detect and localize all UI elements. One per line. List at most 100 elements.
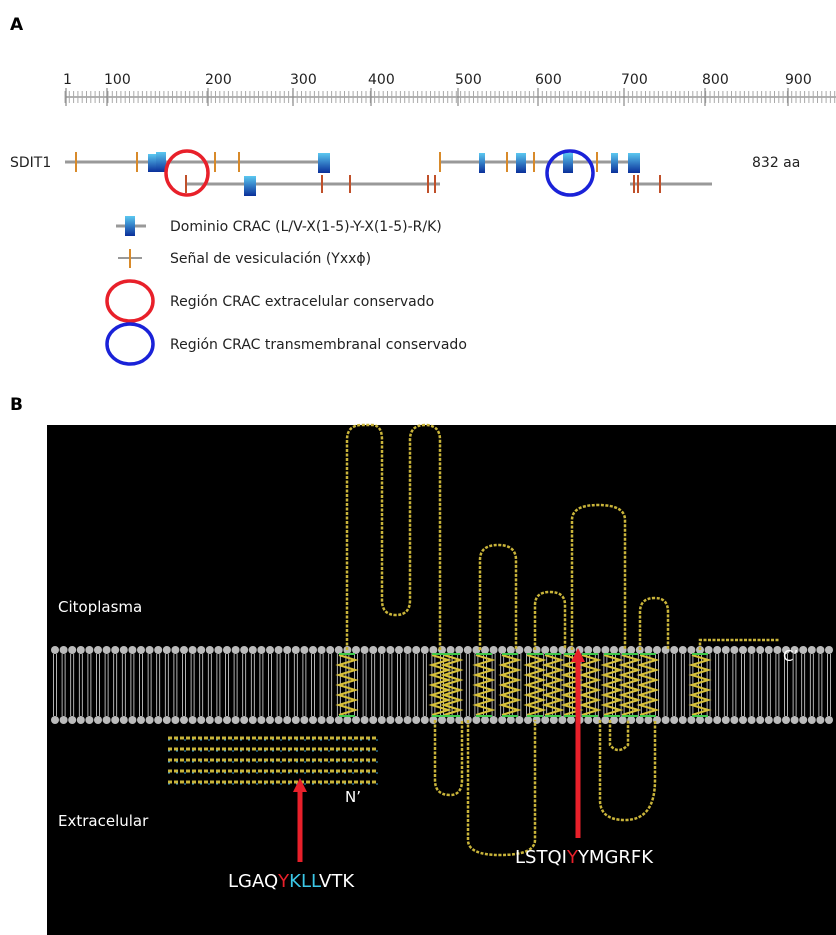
lipid-head bbox=[206, 646, 214, 654]
lipid-head bbox=[335, 716, 343, 724]
lipid-head bbox=[584, 716, 592, 724]
lipid-head bbox=[748, 646, 756, 654]
lipid-head bbox=[765, 716, 773, 724]
lipid-head bbox=[816, 716, 824, 724]
lipid-head bbox=[214, 646, 222, 654]
lipid-head bbox=[748, 716, 756, 724]
lipid-head bbox=[507, 646, 515, 654]
legend-label: Señal de vesiculación (Yxxϕ) bbox=[170, 251, 371, 267]
lipid-head bbox=[361, 646, 369, 654]
lipid-head bbox=[275, 646, 283, 654]
lipid-head bbox=[300, 716, 308, 724]
lipid-head bbox=[610, 646, 618, 654]
crac-domain bbox=[148, 154, 156, 172]
ruler-label: 200 bbox=[205, 72, 232, 88]
lipid-head bbox=[249, 646, 257, 654]
lipid-head bbox=[593, 646, 601, 654]
lipid-head bbox=[404, 716, 412, 724]
lipid-head bbox=[662, 716, 670, 724]
motif-sequence: LGAQYKLLVTK bbox=[228, 871, 355, 892]
motif-sequence: LSTQIYYMGRFK bbox=[515, 847, 654, 868]
lipid-head bbox=[507, 716, 515, 724]
lipid-head bbox=[326, 646, 334, 654]
extracellular-label: Extracelular bbox=[58, 812, 149, 830]
lipid-head bbox=[386, 646, 394, 654]
lipid-head bbox=[335, 646, 343, 654]
lipid-head bbox=[472, 716, 480, 724]
lipid-head bbox=[240, 716, 248, 724]
lipid-head bbox=[352, 646, 360, 654]
lipid-head bbox=[60, 646, 68, 654]
crac-domain bbox=[563, 153, 573, 173]
lipid-head bbox=[550, 646, 558, 654]
legend-icon bbox=[125, 216, 135, 236]
lipid-head bbox=[447, 716, 455, 724]
lipid-head bbox=[85, 716, 93, 724]
motif-part: LSTQI bbox=[515, 847, 567, 868]
lipid-head bbox=[197, 716, 205, 724]
ruler-label: 100 bbox=[104, 72, 131, 88]
lipid-head bbox=[352, 716, 360, 724]
lipid-head bbox=[713, 716, 721, 724]
lipid-head bbox=[567, 716, 575, 724]
lipid-head bbox=[171, 716, 179, 724]
lipid-head bbox=[481, 646, 489, 654]
lipid-head bbox=[206, 716, 214, 724]
ruler-label: 800 bbox=[702, 72, 729, 88]
lipid-head bbox=[412, 646, 420, 654]
lipid-head bbox=[541, 716, 549, 724]
lipid-head bbox=[679, 716, 687, 724]
lipid-head bbox=[404, 646, 412, 654]
cytoplasm-label: Citoplasma bbox=[58, 598, 142, 616]
lipid-head bbox=[343, 716, 351, 724]
lipid-head bbox=[498, 646, 506, 654]
lipid-head bbox=[171, 646, 179, 654]
lipid-head bbox=[223, 716, 231, 724]
lipid-head bbox=[146, 716, 154, 724]
lipid-head bbox=[627, 646, 635, 654]
lipid-head bbox=[232, 646, 240, 654]
lipid-head bbox=[558, 716, 566, 724]
lipid-head bbox=[756, 646, 764, 654]
lipid-head bbox=[232, 716, 240, 724]
lipid-head bbox=[85, 646, 93, 654]
lipid-head bbox=[94, 716, 102, 724]
lipid-head bbox=[584, 646, 592, 654]
lipid-head bbox=[412, 716, 420, 724]
lipid-head bbox=[730, 716, 738, 724]
lipid-head bbox=[601, 646, 609, 654]
crac-domain bbox=[156, 152, 166, 172]
lipid-head bbox=[447, 646, 455, 654]
lipid-head bbox=[799, 716, 807, 724]
lipid-head bbox=[739, 716, 747, 724]
lipid-head bbox=[128, 646, 136, 654]
ruler-label: 400 bbox=[368, 72, 395, 88]
lipid-head bbox=[197, 646, 205, 654]
lipid-head bbox=[541, 646, 549, 654]
protein-length: 832 aa bbox=[752, 155, 800, 171]
lipid-head bbox=[515, 716, 523, 724]
lipid-head bbox=[739, 646, 747, 654]
ruler-label: 900 bbox=[785, 72, 812, 88]
lipid-head bbox=[644, 716, 652, 724]
lipid-head bbox=[386, 716, 394, 724]
lipid-head bbox=[111, 646, 119, 654]
motif-part: VTK bbox=[319, 871, 355, 892]
lipid-head bbox=[705, 716, 713, 724]
lipid-head bbox=[653, 646, 661, 654]
lipid-head bbox=[730, 646, 738, 654]
lipid-head bbox=[687, 716, 695, 724]
lipid-head bbox=[51, 716, 59, 724]
lipid-head bbox=[154, 646, 162, 654]
lipid-head bbox=[275, 716, 283, 724]
lipid-head bbox=[223, 646, 231, 654]
lipid-head bbox=[378, 646, 386, 654]
lipid-head bbox=[799, 646, 807, 654]
lipid-head bbox=[68, 646, 76, 654]
lipid-head bbox=[782, 716, 790, 724]
lipid-head bbox=[644, 646, 652, 654]
lipid-head bbox=[180, 716, 188, 724]
lipid-head bbox=[300, 646, 308, 654]
ruler-label: 600 bbox=[535, 72, 562, 88]
lipid-head bbox=[550, 716, 558, 724]
